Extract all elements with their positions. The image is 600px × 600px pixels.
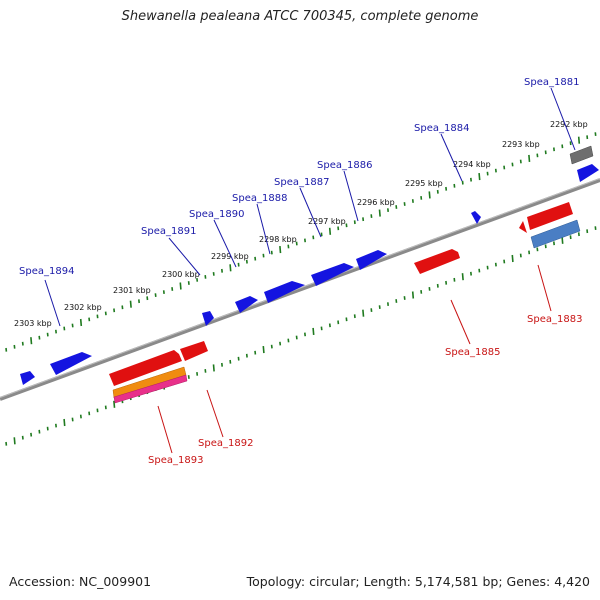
upper-ruler xyxy=(5,132,597,352)
pink-feature-bar[interactable] xyxy=(113,374,188,404)
forward-gene-arrow[interactable] xyxy=(202,311,214,326)
blue-feature-bar-spea-1883[interactable] xyxy=(530,219,581,249)
gene-label-spea-1886[interactable]: Spea_1886 xyxy=(317,160,372,171)
gene-label-spea-1885[interactable]: Spea_1885 xyxy=(445,347,500,358)
forward-gene-arrow-spea-1886[interactable] xyxy=(356,250,387,270)
forward-gene-arrow-spea-1881[interactable] xyxy=(577,164,599,182)
gene-label-spea-1893[interactable]: Spea_1893 xyxy=(148,455,203,466)
genome-backbone-highlight xyxy=(0,178,600,398)
ruler-major-tick xyxy=(30,337,33,345)
ruler-major-tick xyxy=(13,437,16,445)
tick-label-2299: 2299 kbp xyxy=(211,252,249,261)
ruler-major-tick xyxy=(63,418,66,427)
forward-strand-genes xyxy=(20,145,599,385)
tick-label-2298: 2298 kbp xyxy=(259,235,297,244)
reverse-gene-arrow[interactable] xyxy=(180,341,208,361)
tick-label-2296: 2296 kbp xyxy=(357,198,395,207)
gene-label-spea-1888[interactable]: Spea_1888 xyxy=(232,193,287,204)
ruler-major-tick xyxy=(528,154,531,162)
tick-label-2295: 2295 kbp xyxy=(405,179,443,188)
forward-leader-lines xyxy=(44,87,576,327)
ruler-major-tick xyxy=(577,136,581,144)
lower-ruler xyxy=(5,226,597,446)
gene-box-spea-1881[interactable] xyxy=(569,145,594,165)
reverse-gene-labels: Spea_1893 Spea_1892 Spea_1885 Spea_1883 xyxy=(148,314,582,466)
tick-label-2293: 2293 kbp xyxy=(502,140,540,149)
ruler-major-tick xyxy=(279,246,282,254)
ruler-major-tick xyxy=(362,309,365,317)
ruler-major-tick xyxy=(511,254,514,263)
ruler-major-tick xyxy=(561,236,564,244)
forward-gene-arrow-spea-1884[interactable] xyxy=(471,211,481,224)
gene-label-spea-1890[interactable]: Spea_1890 xyxy=(189,209,244,220)
forward-gene-arrow-spea-1894[interactable] xyxy=(50,352,92,375)
ruler-major-tick xyxy=(478,173,481,181)
genome-summary-text: Topology: circular; Length: 5,174,581 bp… xyxy=(246,574,590,589)
tick-label-2292: 2292 kbp xyxy=(550,120,588,129)
ruler-major-tick xyxy=(378,209,381,217)
accession-text: Accession: NC_009901 xyxy=(9,574,152,589)
genome-backbone xyxy=(0,178,600,401)
forward-gene-labels: Spea_1894 Spea_1891 Spea_1890 Spea_1888 … xyxy=(19,77,579,277)
ruler-major-tick xyxy=(428,191,431,199)
gene-label-spea-1887[interactable]: Spea_1887 xyxy=(274,177,329,188)
gene-label-spea-1884[interactable]: Spea_1884 xyxy=(414,123,469,134)
forward-gene-arrow-spea-1887[interactable] xyxy=(311,263,354,286)
gene-label-spea-1883[interactable]: Spea_1883 xyxy=(527,314,582,325)
ruler-major-tick xyxy=(411,291,415,299)
ruler-major-tick xyxy=(212,364,215,372)
reverse-gene-arrow-small[interactable] xyxy=(519,221,527,233)
ruler-major-tick xyxy=(312,327,315,335)
forward-gene-arrow[interactable] xyxy=(20,371,35,385)
map-title: Shewanella pealeana ATCC 700345, complet… xyxy=(121,9,479,24)
ruler-major-tick xyxy=(461,273,464,281)
ruler-major-tick xyxy=(79,318,83,327)
ruler-major-tick xyxy=(262,346,265,354)
tick-label-2294: 2294 kbp xyxy=(453,160,491,169)
tick-label-2303: 2303 kbp xyxy=(14,319,52,328)
gene-label-spea-1894[interactable]: Spea_1894 xyxy=(19,266,74,277)
reverse-leader-lines xyxy=(157,264,552,454)
gene-label-spea-1891[interactable]: Spea_1891 xyxy=(141,226,196,237)
forward-gene-arrow-spea-1890[interactable] xyxy=(235,296,258,313)
tick-label-2300: 2300 kbp xyxy=(162,270,200,279)
reverse-gene-arrow-spea-1883[interactable] xyxy=(527,202,573,230)
reverse-gene-arrow-spea-1893[interactable] xyxy=(109,350,182,386)
gene-label-spea-1892[interactable]: Spea_1892 xyxy=(198,438,253,449)
ruler-major-tick xyxy=(179,282,182,290)
reverse-gene-arrow-spea-1885[interactable] xyxy=(414,249,460,274)
ruler-major-tick xyxy=(129,300,132,308)
forward-gene-arrow-spea-1888[interactable] xyxy=(264,281,305,303)
tick-label-2297: 2297 kbp xyxy=(308,217,346,226)
ruler-major-tick xyxy=(113,400,116,408)
tick-label-2302: 2302 kbp xyxy=(64,303,102,312)
ruler-major-tick xyxy=(229,264,232,272)
ruler-major-tick xyxy=(328,227,332,235)
tick-label-2301: 2301 kbp xyxy=(113,286,151,295)
gene-label-spea-1881[interactable]: Spea_1881 xyxy=(524,77,579,88)
reverse-strand-genes xyxy=(109,202,581,404)
